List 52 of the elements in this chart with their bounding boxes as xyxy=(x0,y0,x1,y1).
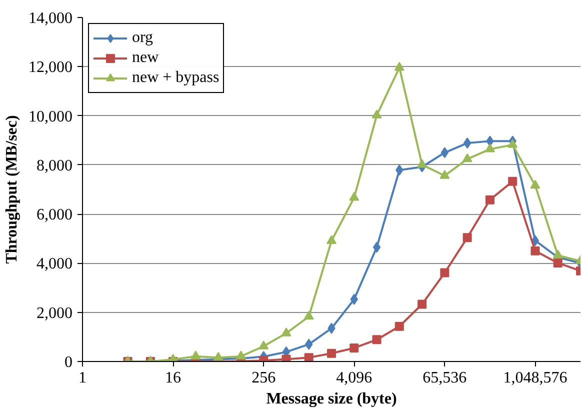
point xyxy=(418,300,427,309)
y-tick-label: 12,000 xyxy=(28,59,72,76)
point xyxy=(372,335,382,344)
point xyxy=(236,350,246,360)
point xyxy=(508,176,518,186)
legend-label: new + bypass xyxy=(132,68,220,88)
point xyxy=(440,268,450,278)
point xyxy=(552,250,563,258)
point xyxy=(463,138,472,149)
x-tick-label: 1,048,576 xyxy=(503,370,568,386)
y-tick-label: 4,000 xyxy=(36,256,72,273)
point xyxy=(394,322,404,331)
point xyxy=(485,195,494,204)
point xyxy=(484,144,495,152)
x-tick-label: 16 xyxy=(165,370,182,386)
point xyxy=(417,158,428,168)
x-tick-label: 4,096 xyxy=(336,370,372,386)
x-tick-label: 256 xyxy=(252,370,276,386)
point xyxy=(440,170,450,179)
point xyxy=(282,354,291,362)
point xyxy=(372,110,382,118)
y-tick-label: 8,000 xyxy=(36,157,72,174)
y-tick-label: 10,000 xyxy=(28,108,72,126)
point xyxy=(394,62,404,71)
x-tick-label: 1 xyxy=(78,370,86,386)
x-axis-title: Message size (byte) xyxy=(266,390,397,408)
y-tick-label: 0 xyxy=(64,354,72,371)
y-tick-label: 2,000 xyxy=(36,304,72,322)
point xyxy=(281,328,292,336)
point xyxy=(440,147,449,158)
point xyxy=(530,246,540,256)
point xyxy=(190,350,201,360)
point xyxy=(530,180,540,189)
point xyxy=(349,192,360,201)
point xyxy=(327,348,336,358)
point xyxy=(304,310,314,320)
point xyxy=(350,343,359,352)
point xyxy=(304,353,314,362)
y-tick-label: 14,000 xyxy=(28,10,72,27)
legend-label: org xyxy=(132,28,154,48)
point xyxy=(462,153,472,162)
y-tick-label: 6,000 xyxy=(36,206,72,224)
y-axis-title: Throughput (MB/sec) xyxy=(4,115,20,264)
point xyxy=(553,258,562,268)
legend-label: new xyxy=(132,48,159,68)
x-tick-label: 65,536 xyxy=(422,370,467,386)
point xyxy=(462,233,472,242)
point xyxy=(326,235,336,244)
point xyxy=(531,235,540,246)
point xyxy=(508,139,518,148)
point xyxy=(372,242,381,253)
point xyxy=(258,340,269,350)
